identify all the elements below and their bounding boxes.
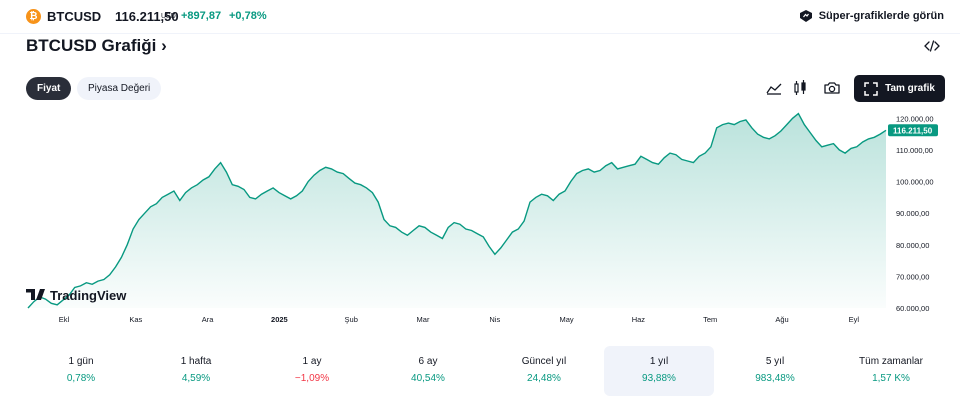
bitcoin-logo-icon: ₿ [26, 9, 41, 24]
symbol-header: ₿ BTCUSD 116.211,50 USD +897,87 +0,78% S… [0, 0, 960, 34]
period-label: Güncel yıl [521, 356, 567, 367]
period-ytd[interactable]: Güncel yıl 24,48% [489, 346, 599, 396]
period-value: −1,09% [294, 373, 330, 384]
x-axis: Ekl Kas Ara 2025 Şub Mar Nis May Haz Tem Ağu Eyl [59, 315, 860, 324]
page-title-text: BTCUSD Grafiği [26, 36, 157, 55]
period-6m[interactable]: 6 ay 40,54% [373, 346, 483, 396]
period-value: 40,54% [411, 373, 445, 384]
period-1w[interactable]: 1 hafta 4,59% [141, 346, 251, 396]
period-all[interactable]: Tüm zamanlar 1,57 K% [836, 346, 946, 396]
price-change-absolute: +897,87 [181, 10, 222, 22]
period-value: 0,78% [66, 373, 96, 384]
last-price-tag: 116.211,50 [888, 124, 938, 137]
period-performance-row: 1 gün 0,78% 1 hafta 4,59% 1 ay −1,09% 6 ay 4… [0, 346, 960, 396]
period-1y[interactable]: 1 yıl 93,88% [604, 346, 714, 396]
x-tick-label: Kas [129, 315, 142, 324]
ticker-symbol[interactable]: BTCUSD [47, 9, 102, 24]
period-label: 1 gün [68, 356, 94, 367]
period-value: 93,88% [642, 373, 676, 384]
tradingview-logo-icon [26, 289, 45, 300]
price-currency: USD [161, 13, 176, 20]
y-tick-label: 100.000,00 [896, 178, 934, 187]
supercharts-link[interactable]: Süper-grafiklerde görün [799, 9, 944, 23]
last-price-tag-text: 116.211,50 [893, 126, 933, 135]
price-change-percent: +0,78% [229, 10, 267, 22]
price-area-fill [28, 113, 886, 308]
period-value: 983,48% [755, 373, 795, 384]
x-tick-label: Haz [632, 315, 646, 324]
expand-icon [864, 81, 878, 96]
period-label: 5 yıl [765, 356, 785, 367]
x-tick-label: 2025 [271, 315, 288, 324]
x-tick-label: Mar [417, 315, 430, 324]
period-value: 24,48% [527, 373, 561, 384]
x-tick-label: Ara [202, 315, 215, 324]
x-tick-label: Tem [703, 315, 717, 324]
x-tick-label: May [560, 315, 574, 324]
last-price: 116.211,50 [115, 9, 179, 24]
full-chart-button[interactable]: Tam grafik [854, 75, 945, 102]
period-label: 1 ay [302, 356, 322, 367]
chevron-right-icon: › [161, 36, 167, 55]
period-value: 1,57 K% [872, 373, 910, 384]
period-1d[interactable]: 1 gün 0,78% [26, 346, 136, 396]
x-tick-label: Nis [489, 315, 500, 324]
tradingview-logo[interactable]: TradingView [26, 288, 127, 303]
x-tick-label: Eyl [849, 315, 860, 324]
candles-icon[interactable] [790, 79, 810, 97]
period-1m[interactable]: 1 ay −1,09% [257, 346, 367, 396]
x-tick-label: Ekl [59, 315, 70, 324]
full-chart-label: Tam grafik [885, 83, 935, 94]
tab-price[interactable]: Fiyat [26, 77, 72, 100]
period-5y[interactable]: 5 yıl 983,48% [720, 346, 830, 396]
tab-market-cap[interactable]: Piyasa Değeri [77, 77, 162, 100]
period-value: 4,59% [181, 373, 211, 384]
y-tick-label: 120.000,00 [896, 114, 934, 123]
y-tick-label: 70.000,00 [896, 272, 929, 281]
y-tick-label: 110.000,00 [896, 146, 933, 155]
period-label: Tüm zamanlar [859, 356, 923, 367]
x-tick-label: Şub [345, 315, 358, 324]
price-chart[interactable]: 120.000,00 110.000,00 100.000,00 90.000,00 8… [0, 108, 960, 330]
embed-code-icon[interactable] [924, 39, 940, 53]
period-label: 6 ay [418, 356, 438, 367]
period-label: 1 hafta [180, 356, 212, 367]
y-tick-label: 80.000,00 [896, 241, 929, 250]
y-axis: 120.000,00 110.000,00 100.000,00 90.000,00 8… [896, 114, 934, 313]
watermark-text: TradingView [50, 288, 127, 303]
area-chart-icon[interactable] [764, 79, 784, 97]
y-tick-label: 90.000,00 [896, 209, 929, 218]
period-label: 1 yıl [649, 356, 669, 367]
page-title[interactable]: BTCUSD Grafiği › [26, 36, 167, 56]
supercharts-icon [799, 10, 812, 22]
y-tick-label: 60.000,00 [896, 304, 929, 313]
x-tick-label: Ağu [775, 315, 788, 324]
supercharts-label: Süper-grafiklerde görün [818, 10, 944, 22]
camera-icon[interactable] [822, 79, 842, 97]
price-line [27, 112, 887, 309]
